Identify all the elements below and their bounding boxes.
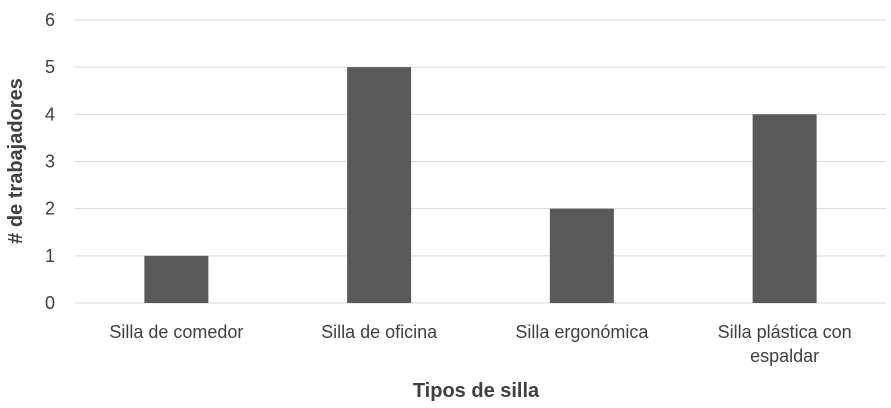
y-tick-label: 6 bbox=[45, 10, 55, 30]
y-tick-labels: 0 1 2 3 4 5 6 bbox=[45, 10, 55, 313]
bar bbox=[549, 208, 614, 303]
y-tick-label: 1 bbox=[45, 246, 55, 266]
y-axis-title: # de trabajadores bbox=[5, 78, 27, 244]
x-tick-label: Silla de oficina bbox=[321, 322, 438, 342]
bar bbox=[752, 114, 817, 303]
y-tick-label: 0 bbox=[45, 293, 55, 313]
bar bbox=[144, 255, 209, 303]
y-tick-label: 2 bbox=[45, 199, 55, 219]
y-tick-label: 3 bbox=[45, 152, 55, 172]
x-tick-labels: Silla de comedor Silla de oficina Silla er… bbox=[109, 322, 851, 366]
x-tick-label: Silla de comedor bbox=[109, 322, 243, 342]
bars bbox=[144, 67, 817, 304]
x-tick-label: Silla ergonómica bbox=[515, 322, 649, 342]
x-axis-title: Tipos de silla bbox=[413, 380, 540, 402]
y-tick-label: 4 bbox=[45, 104, 55, 124]
x-tick-label: Silla plástica con espaldar bbox=[718, 322, 852, 366]
y-tick-label: 5 bbox=[45, 57, 55, 77]
gridlines bbox=[75, 19, 886, 304]
bar bbox=[347, 67, 412, 304]
